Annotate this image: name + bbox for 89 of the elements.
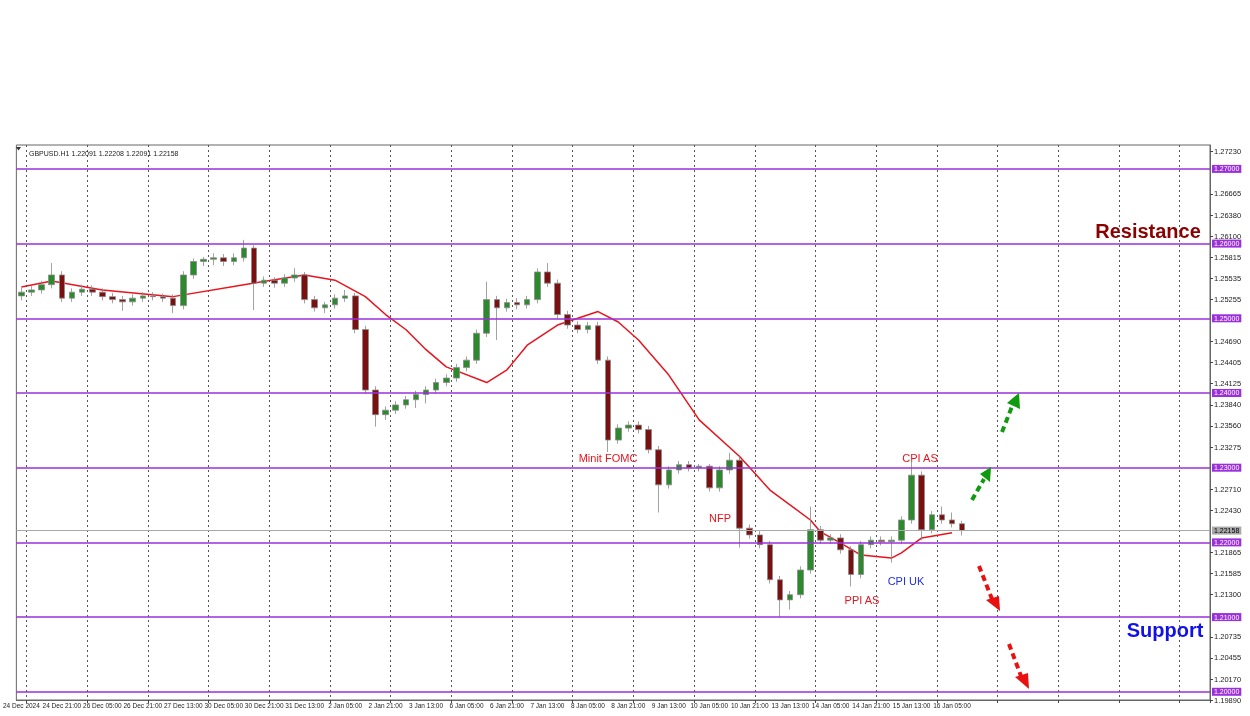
candlestick <box>79 284 85 297</box>
candlestick <box>322 301 328 314</box>
candlestick <box>453 363 460 383</box>
candlestick <box>595 321 601 365</box>
candlestick <box>332 293 338 309</box>
annotation: Resistance <box>1095 220 1201 242</box>
candlestick <box>554 279 561 319</box>
candlestick <box>342 289 348 303</box>
candlestick <box>787 590 793 611</box>
candlestick <box>129 293 136 306</box>
candlestick <box>69 288 75 303</box>
candlestick <box>898 515 905 545</box>
candlestick <box>585 321 591 334</box>
candlestick <box>362 325 369 395</box>
candlestick <box>352 292 359 334</box>
candlestick <box>504 298 510 312</box>
candlestick <box>291 267 298 283</box>
candlestick <box>645 425 652 454</box>
candlestick <box>918 471 925 541</box>
candlestick <box>817 525 824 545</box>
candlestick <box>524 295 530 309</box>
candlestick <box>210 252 217 266</box>
candlestick <box>99 288 106 301</box>
candlestick <box>220 253 227 267</box>
candlestick <box>231 252 237 266</box>
candlestick <box>403 395 409 410</box>
candlestick <box>382 406 389 421</box>
candlestick <box>301 271 308 304</box>
candlestick <box>494 295 500 341</box>
candlestick <box>48 262 55 289</box>
candlestick <box>635 420 642 434</box>
candlestick <box>59 270 65 303</box>
candlestick <box>716 465 723 492</box>
line-series <box>20 274 953 559</box>
candlestick <box>767 540 773 584</box>
candlestick <box>271 276 278 289</box>
candlestick <box>544 262 551 288</box>
candlestick <box>666 465 672 490</box>
candlestick <box>261 276 267 288</box>
candlestick <box>28 285 35 297</box>
candlestick <box>615 423 622 445</box>
candlestick <box>473 329 480 365</box>
candlestick <box>574 320 581 334</box>
candlestick <box>878 536 885 546</box>
candlestick <box>949 512 955 528</box>
candlestick <box>140 291 146 303</box>
candlestick <box>534 267 541 304</box>
candlestick <box>413 390 419 409</box>
annotation: CPI AS <box>902 452 938 464</box>
candlestick <box>797 565 804 599</box>
candlestick <box>443 373 450 387</box>
candlestick <box>625 420 632 433</box>
annotation: Minit FOMC <box>578 452 638 464</box>
candlestick <box>38 280 45 295</box>
candlestick <box>929 510 935 534</box>
candlestick <box>311 295 318 312</box>
candlestick <box>433 378 439 395</box>
candlestick <box>463 355 470 372</box>
candlestick <box>89 285 96 297</box>
candlestick <box>109 292 116 304</box>
candlestick <box>200 256 207 267</box>
candlestick <box>180 270 187 310</box>
candlestick <box>150 291 156 301</box>
candlestick <box>655 445 662 513</box>
annotation: NFP <box>709 512 731 524</box>
candlestick <box>827 533 834 545</box>
candlestick <box>848 545 854 587</box>
candlestick <box>18 287 25 301</box>
candlestick <box>706 463 713 492</box>
candlestick <box>777 575 783 618</box>
annotation: Support <box>1126 619 1204 641</box>
candlestick <box>858 540 864 579</box>
candlestick <box>514 297 520 310</box>
candlestick <box>119 295 126 312</box>
candlestick <box>281 273 288 288</box>
candlestick <box>392 400 399 415</box>
candlestick <box>170 293 176 314</box>
candlestick <box>736 456 743 549</box>
candlestick <box>939 506 945 525</box>
candlestick <box>160 293 166 303</box>
candlestick <box>807 506 814 575</box>
candlestick <box>190 258 197 280</box>
candlestick <box>483 281 490 338</box>
candlestick <box>605 355 611 453</box>
candlestick <box>372 385 379 428</box>
candlestick <box>888 536 895 563</box>
candlestick <box>251 244 257 311</box>
candlestick <box>241 239 247 262</box>
annotation: CPI UK <box>887 575 925 587</box>
